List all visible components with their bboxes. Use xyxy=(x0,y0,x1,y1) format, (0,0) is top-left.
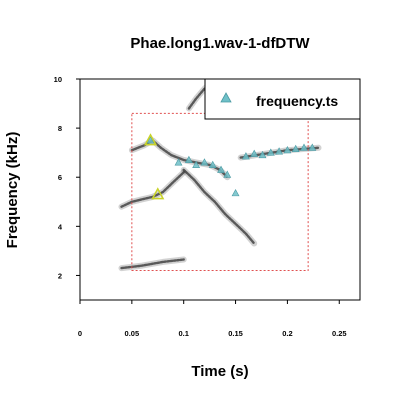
x-axis: 0 0.05 0.1 0.15 0.2 0.25 xyxy=(78,300,347,338)
data-point xyxy=(146,136,155,144)
y-tick-label: 10 xyxy=(54,75,62,84)
data-point xyxy=(208,160,217,168)
x-tick-label: 0.25 xyxy=(332,329,347,338)
data-point xyxy=(242,152,250,160)
data-point xyxy=(258,150,267,159)
chart-title: Phae.long1.wav-1-dfDTW xyxy=(130,35,310,52)
data-point xyxy=(308,143,317,151)
data-point xyxy=(283,145,292,154)
y-tick-label: 4 xyxy=(58,222,63,231)
data-point xyxy=(266,148,275,156)
y-tick-label: 6 xyxy=(58,173,62,182)
data-point xyxy=(250,149,259,157)
y-tick-label: 8 xyxy=(58,124,62,133)
data-point xyxy=(223,170,232,178)
y-axis-label: Frequency (kHz) xyxy=(4,132,21,249)
data-point xyxy=(200,158,209,166)
data-point xyxy=(192,160,201,168)
data-point xyxy=(184,155,193,164)
x-tick-label: 0 xyxy=(78,329,82,338)
y-tick-label: 2 xyxy=(58,271,62,280)
legend-box xyxy=(204,78,361,120)
spectrogram-band xyxy=(182,168,256,245)
x-tick-label: 0.15 xyxy=(228,329,243,338)
data-point xyxy=(300,143,308,151)
x-tick-label: 0.05 xyxy=(125,329,140,338)
legend-entry-label: frequency.ts xyxy=(256,93,338,109)
legend: frequency.ts xyxy=(204,78,361,120)
x-axis-label: Time (s) xyxy=(191,363,248,380)
legend-triangle-icon xyxy=(220,92,232,103)
x-tick-label: 0.1 xyxy=(178,329,188,338)
x-tick-label: 0.2 xyxy=(282,329,292,338)
highlighted-point xyxy=(143,133,158,146)
data-point xyxy=(231,188,240,197)
data-point xyxy=(174,158,183,166)
data-point xyxy=(291,144,300,152)
data-point xyxy=(275,147,284,155)
highlighted-point xyxy=(151,187,165,200)
data-point xyxy=(217,165,225,173)
y-axis: 2 4 6 8 10 xyxy=(54,75,80,280)
